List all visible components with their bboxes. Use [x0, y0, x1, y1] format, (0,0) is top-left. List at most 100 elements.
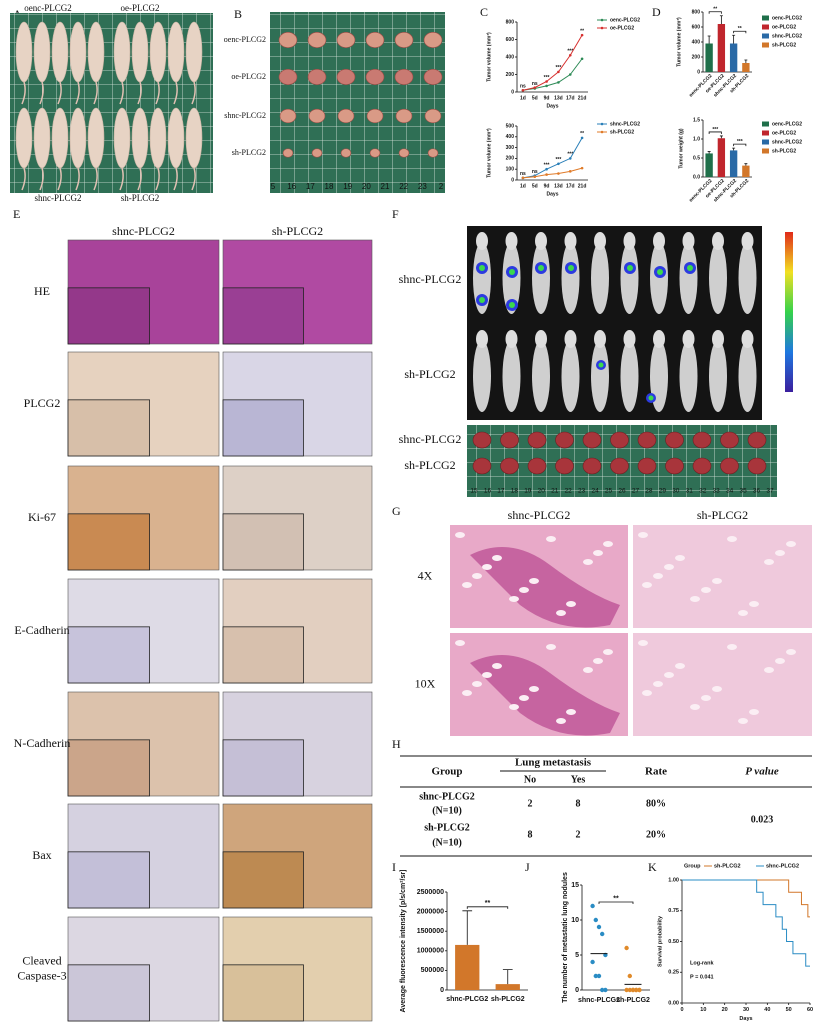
y-tick-label: 200	[506, 72, 515, 78]
mouse-head	[564, 330, 577, 348]
ruler-label: 25	[605, 488, 613, 495]
tumor	[282, 148, 294, 158]
signal-core	[479, 265, 485, 271]
bar	[717, 138, 726, 177]
mouse-tail	[75, 167, 80, 191]
mouse-tail	[39, 167, 44, 191]
tumor	[340, 148, 352, 158]
mouse-tail	[93, 81, 98, 105]
legend-label: shnc-PLCG2	[766, 863, 799, 869]
table-cell: (N=10)	[432, 805, 462, 816]
mouse	[185, 21, 203, 83]
data-point	[593, 917, 598, 923]
mouse-tail	[21, 167, 26, 191]
y-axis-label: Survival probability	[657, 915, 663, 967]
alveolus	[727, 536, 737, 542]
row-label: HE	[34, 284, 50, 298]
ihc-inset	[222, 851, 304, 909]
alveolus	[638, 532, 648, 538]
tumor	[394, 69, 414, 85]
x-axis-label: Days	[739, 1016, 752, 1022]
ruler-label: 32	[699, 488, 707, 495]
legend-label: sh-PLCG2	[714, 863, 741, 869]
panel-letter: H	[392, 737, 401, 751]
error-bar	[462, 910, 473, 945]
table-cell: 2	[576, 829, 581, 840]
y-tick-label: 0.5	[693, 155, 700, 161]
mouse	[167, 21, 185, 83]
x-tick-label: 13d	[554, 95, 563, 101]
significance-label: **	[580, 28, 584, 34]
x-axis-label: Days	[547, 191, 559, 197]
y-tick-label: 5	[575, 952, 579, 959]
alveolus	[472, 681, 482, 687]
x-tick-label: 0	[680, 1007, 683, 1013]
y-tick-label: 0	[697, 69, 700, 75]
error-bar	[744, 163, 748, 166]
signal-core	[648, 395, 654, 401]
y-tick-label: 500000	[421, 967, 444, 974]
legend-label: sh-PLCG2	[772, 42, 796, 48]
data-point	[533, 175, 537, 179]
y-tick-label: 0	[575, 987, 579, 994]
mouse-silhouette	[473, 340, 491, 412]
mouse-tail	[93, 167, 98, 191]
line-series	[522, 137, 583, 179]
ruler-label: 18	[511, 488, 519, 495]
table-header: No	[524, 774, 536, 785]
y-tick-label: 2500000	[417, 889, 444, 896]
mouse-tail	[155, 81, 160, 105]
tumor	[336, 69, 356, 85]
data-point	[596, 973, 602, 979]
y-tick-label: 300	[506, 145, 515, 151]
y-tick-label: 0.75	[668, 908, 679, 914]
column-header: sh-PLCG2	[697, 508, 748, 522]
mouse-silhouette	[591, 242, 609, 314]
data-point	[568, 73, 572, 76]
bar	[717, 24, 726, 72]
ihc-inset	[67, 287, 150, 345]
row-label: sh-PLCG2	[232, 148, 266, 157]
mouse-silhouette	[561, 340, 580, 412]
mouse-silhouette	[502, 340, 521, 412]
annotation: P = 0.041	[690, 974, 714, 980]
data-point	[545, 80, 548, 83]
ihc-inset	[67, 513, 150, 571]
y-tick-label: 600	[692, 24, 701, 30]
mouse-head	[741, 330, 754, 348]
alveolus	[566, 601, 576, 607]
mouse-head	[476, 330, 488, 348]
tumor	[398, 148, 410, 158]
y-tick-label: 400	[506, 54, 515, 60]
ihc-inset	[67, 399, 150, 457]
y-tick-label: 500	[506, 123, 515, 129]
table-cell: 80%	[646, 798, 666, 809]
table-cell: (N=10)	[432, 837, 462, 848]
alveolus	[738, 718, 748, 724]
legend-swatch	[762, 121, 769, 127]
y-tick-label: 0.50	[668, 939, 679, 945]
y-tick-label: 400	[692, 39, 701, 45]
data-point	[521, 88, 525, 92]
ruler-label: 20	[538, 488, 546, 495]
bar	[742, 165, 750, 177]
alveolus	[482, 564, 492, 570]
significance-label: **	[713, 7, 717, 13]
mouse-silhouette	[620, 242, 639, 314]
legend-title: Group	[684, 863, 701, 869]
alveolus	[472, 573, 482, 579]
ihc-inset	[67, 964, 150, 1022]
data-point	[521, 176, 525, 180]
alveolus	[738, 610, 748, 616]
x-tick-label: shnc-PLCG2	[578, 997, 620, 1004]
tumor	[308, 108, 326, 124]
data-point	[580, 166, 584, 170]
alveolus	[786, 541, 796, 547]
significance-label: ***	[712, 127, 718, 133]
table-h: Group Lung metastasis No Yes Rate P valu…	[400, 755, 812, 857]
ruler-label: 23	[578, 488, 586, 495]
alveolus	[664, 672, 674, 678]
x-tick-label: 50	[786, 1007, 792, 1013]
mouse-tail	[137, 81, 142, 105]
mouse-silhouette	[620, 340, 639, 412]
